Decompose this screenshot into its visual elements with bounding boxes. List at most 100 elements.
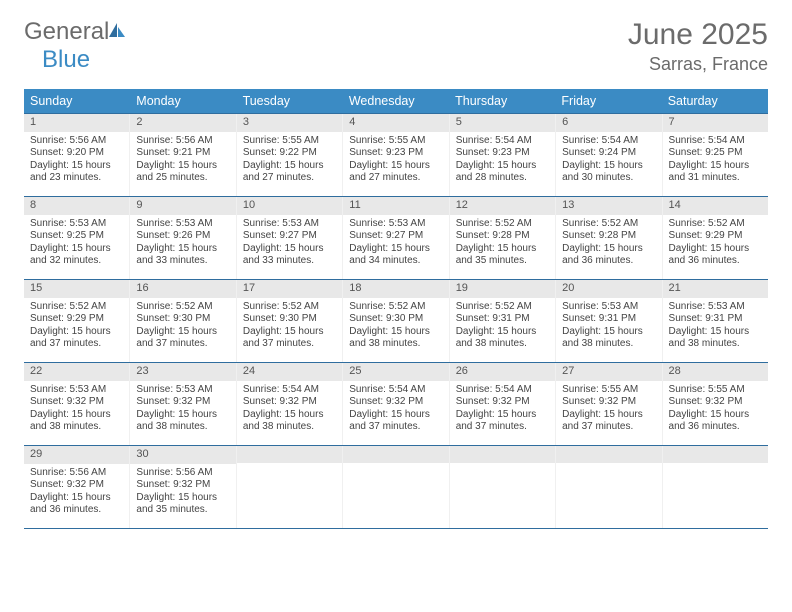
empty-day-header (343, 446, 448, 463)
day-cell: 2Sunrise: 5:56 AMSunset: 9:21 PMDaylight… (130, 114, 236, 196)
empty-day-header (450, 446, 555, 463)
sunrise-line: Sunrise: 5:55 AM (243, 135, 336, 148)
day-cell: 16Sunrise: 5:52 AMSunset: 9:30 PMDayligh… (130, 280, 236, 362)
dow-cell: Wednesday (343, 89, 449, 113)
daylight-line: Daylight: 15 hours and 38 minutes. (456, 326, 549, 351)
empty-day-header (556, 446, 661, 463)
day-cell: 5Sunrise: 5:54 AMSunset: 9:23 PMDaylight… (450, 114, 556, 196)
daylight-line: Daylight: 15 hours and 25 minutes. (136, 160, 229, 185)
week-row: 22Sunrise: 5:53 AMSunset: 9:32 PMDayligh… (24, 362, 768, 445)
daylight-line: Daylight: 15 hours and 36 minutes. (669, 409, 762, 434)
location: Sarras, France (628, 54, 768, 75)
sunrise-line: Sunrise: 5:52 AM (349, 301, 442, 314)
day-number: 27 (556, 363, 661, 381)
day-cell: 25Sunrise: 5:54 AMSunset: 9:32 PMDayligh… (343, 363, 449, 445)
day-number: 24 (237, 363, 342, 381)
sunrise-line: Sunrise: 5:55 AM (669, 384, 762, 397)
day-body: Sunrise: 5:54 AMSunset: 9:32 PMDaylight:… (237, 381, 342, 438)
day-cell: 10Sunrise: 5:53 AMSunset: 9:27 PMDayligh… (237, 197, 343, 279)
day-cell (556, 446, 662, 528)
day-cell: 19Sunrise: 5:52 AMSunset: 9:31 PMDayligh… (450, 280, 556, 362)
day-cell (663, 446, 768, 528)
sunrise-line: Sunrise: 5:53 AM (669, 301, 762, 314)
day-number: 1 (24, 114, 129, 132)
day-cell: 27Sunrise: 5:55 AMSunset: 9:32 PMDayligh… (556, 363, 662, 445)
day-body: Sunrise: 5:52 AMSunset: 9:28 PMDaylight:… (556, 215, 661, 272)
daylight-line: Daylight: 15 hours and 35 minutes. (136, 492, 229, 517)
sunrise-line: Sunrise: 5:54 AM (456, 384, 549, 397)
sunrise-line: Sunrise: 5:55 AM (349, 135, 442, 148)
day-cell: 20Sunrise: 5:53 AMSunset: 9:31 PMDayligh… (556, 280, 662, 362)
day-cell (343, 446, 449, 528)
sunrise-line: Sunrise: 5:52 AM (456, 218, 549, 231)
sunrise-line: Sunrise: 5:54 AM (669, 135, 762, 148)
daylight-line: Daylight: 15 hours and 23 minutes. (30, 160, 123, 185)
day-cell: 18Sunrise: 5:52 AMSunset: 9:30 PMDayligh… (343, 280, 449, 362)
day-cell: 22Sunrise: 5:53 AMSunset: 9:32 PMDayligh… (24, 363, 130, 445)
daylight-line: Daylight: 15 hours and 37 minutes. (136, 326, 229, 351)
sunrise-line: Sunrise: 5:53 AM (349, 218, 442, 231)
day-body: Sunrise: 5:54 AMSunset: 9:23 PMDaylight:… (450, 132, 555, 189)
sunset-line: Sunset: 9:25 PM (669, 147, 762, 160)
day-cell: 24Sunrise: 5:54 AMSunset: 9:32 PMDayligh… (237, 363, 343, 445)
day-body: Sunrise: 5:52 AMSunset: 9:28 PMDaylight:… (450, 215, 555, 272)
daylight-line: Daylight: 15 hours and 38 minutes. (136, 409, 229, 434)
sunset-line: Sunset: 9:21 PM (136, 147, 229, 160)
header: General Blue June 2025 Sarras, France (0, 0, 792, 85)
sunrise-line: Sunrise: 5:52 AM (669, 218, 762, 231)
day-cell: 4Sunrise: 5:55 AMSunset: 9:23 PMDaylight… (343, 114, 449, 196)
day-cell (237, 446, 343, 528)
sunset-line: Sunset: 9:31 PM (669, 313, 762, 326)
day-number: 29 (24, 446, 129, 464)
day-number: 9 (130, 197, 235, 215)
day-body: Sunrise: 5:52 AMSunset: 9:30 PMDaylight:… (343, 298, 448, 355)
day-number: 6 (556, 114, 661, 132)
day-body: Sunrise: 5:54 AMSunset: 9:32 PMDaylight:… (343, 381, 448, 438)
sunset-line: Sunset: 9:31 PM (456, 313, 549, 326)
daylight-line: Daylight: 15 hours and 33 minutes. (243, 243, 336, 268)
day-body: Sunrise: 5:53 AMSunset: 9:25 PMDaylight:… (24, 215, 129, 272)
sunrise-line: Sunrise: 5:54 AM (243, 384, 336, 397)
day-body: Sunrise: 5:56 AMSunset: 9:32 PMDaylight:… (130, 464, 235, 521)
day-cell: 21Sunrise: 5:53 AMSunset: 9:31 PMDayligh… (663, 280, 768, 362)
daylight-line: Daylight: 15 hours and 38 minutes. (243, 409, 336, 434)
day-body: Sunrise: 5:53 AMSunset: 9:31 PMDaylight:… (663, 298, 768, 355)
daylight-line: Daylight: 15 hours and 38 minutes. (669, 326, 762, 351)
daylight-line: Daylight: 15 hours and 37 minutes. (30, 326, 123, 351)
day-cell: 15Sunrise: 5:52 AMSunset: 9:29 PMDayligh… (24, 280, 130, 362)
day-number: 7 (663, 114, 768, 132)
logo-text-blue: Blue (42, 46, 90, 73)
dow-cell: Tuesday (237, 89, 343, 113)
logo-sail-icon (107, 18, 127, 45)
sunrise-line: Sunrise: 5:56 AM (30, 467, 123, 480)
day-body: Sunrise: 5:55 AMSunset: 9:32 PMDaylight:… (663, 381, 768, 438)
day-body: Sunrise: 5:54 AMSunset: 9:25 PMDaylight:… (663, 132, 768, 189)
day-body: Sunrise: 5:52 AMSunset: 9:30 PMDaylight:… (237, 298, 342, 355)
sunset-line: Sunset: 9:32 PM (456, 396, 549, 409)
daylight-line: Daylight: 15 hours and 37 minutes. (349, 409, 442, 434)
sunset-line: Sunset: 9:27 PM (243, 230, 336, 243)
day-cell: 12Sunrise: 5:52 AMSunset: 9:28 PMDayligh… (450, 197, 556, 279)
sunrise-line: Sunrise: 5:52 AM (456, 301, 549, 314)
day-number: 21 (663, 280, 768, 298)
sunset-line: Sunset: 9:32 PM (136, 479, 229, 492)
day-body: Sunrise: 5:52 AMSunset: 9:29 PMDaylight:… (663, 215, 768, 272)
daylight-line: Daylight: 15 hours and 27 minutes. (243, 160, 336, 185)
week-row: 8Sunrise: 5:53 AMSunset: 9:25 PMDaylight… (24, 196, 768, 279)
day-body: Sunrise: 5:53 AMSunset: 9:31 PMDaylight:… (556, 298, 661, 355)
daylight-line: Daylight: 15 hours and 37 minutes. (243, 326, 336, 351)
sunrise-line: Sunrise: 5:52 AM (243, 301, 336, 314)
day-number: 30 (130, 446, 235, 464)
sunrise-line: Sunrise: 5:56 AM (30, 135, 123, 148)
sunset-line: Sunset: 9:23 PM (456, 147, 549, 160)
day-body: Sunrise: 5:53 AMSunset: 9:27 PMDaylight:… (343, 215, 448, 272)
week-row: 29Sunrise: 5:56 AMSunset: 9:32 PMDayligh… (24, 445, 768, 529)
day-cell: 23Sunrise: 5:53 AMSunset: 9:32 PMDayligh… (130, 363, 236, 445)
sunrise-line: Sunrise: 5:55 AM (562, 384, 655, 397)
day-cell: 30Sunrise: 5:56 AMSunset: 9:32 PMDayligh… (130, 446, 236, 528)
day-number: 5 (450, 114, 555, 132)
daylight-line: Daylight: 15 hours and 30 minutes. (562, 160, 655, 185)
sunrise-line: Sunrise: 5:52 AM (562, 218, 655, 231)
logo-text-general: General (24, 18, 109, 45)
day-cell (450, 446, 556, 528)
